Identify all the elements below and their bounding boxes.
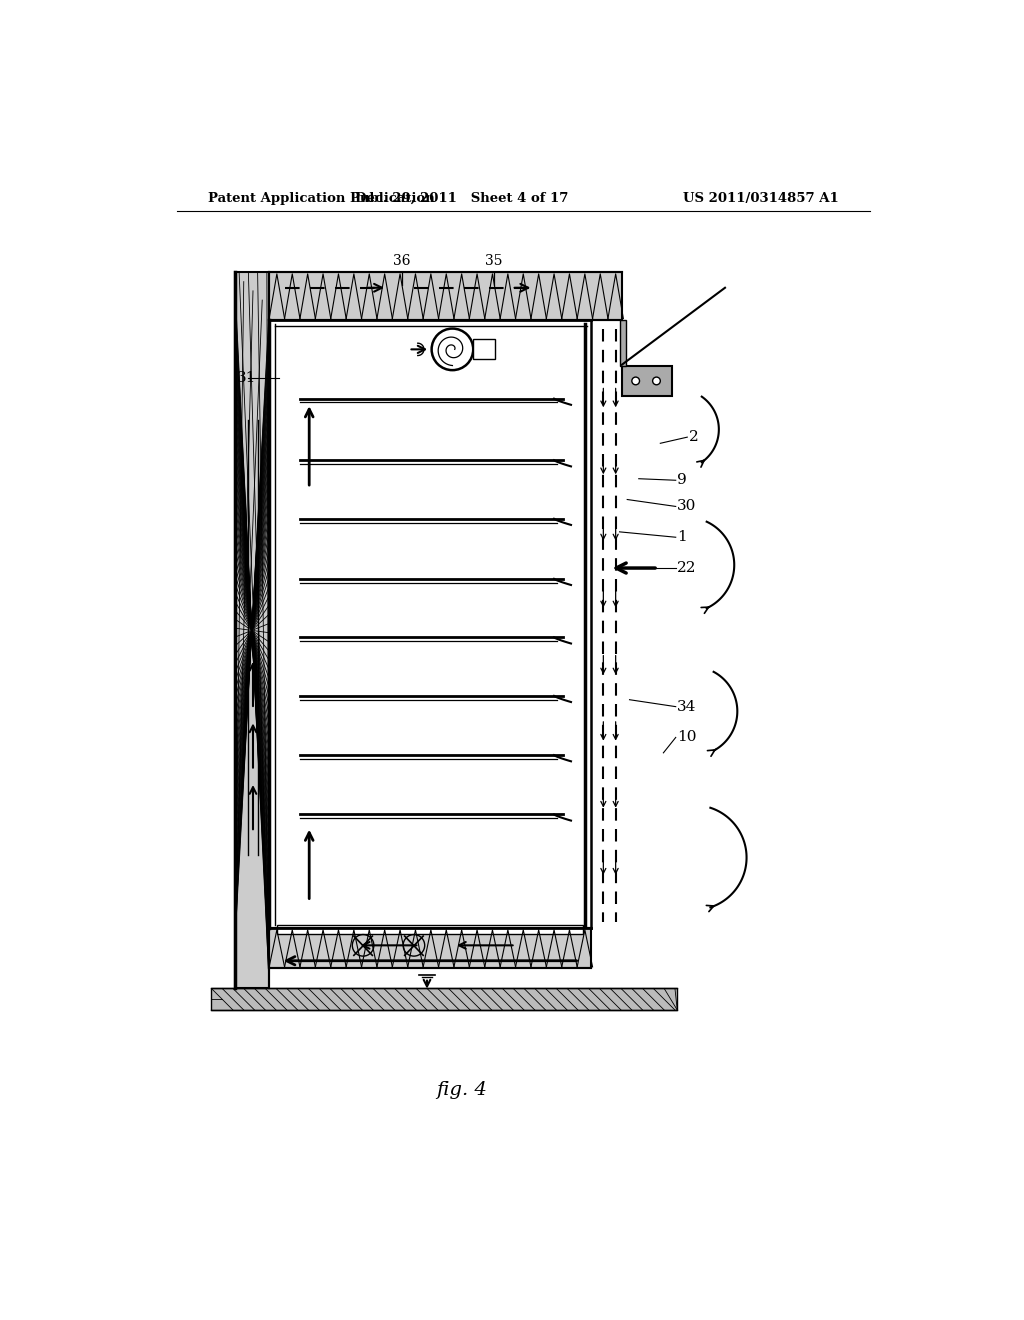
Text: 10: 10: [677, 730, 696, 744]
Bar: [473, 339, 495, 359]
Text: Dec. 29, 2011   Sheet 4 of 17: Dec. 29, 2011 Sheet 4 of 17: [355, 191, 568, 205]
Bar: [269, 928, 591, 969]
Text: 34: 34: [677, 700, 696, 714]
Text: 1: 1: [677, 531, 687, 544]
Text: fig. 4: fig. 4: [436, 1081, 487, 1100]
Bar: [276, 924, 584, 933]
Text: 31: 31: [237, 371, 256, 385]
Text: 35: 35: [485, 253, 503, 268]
Bar: [620, 321, 626, 367]
Text: 9: 9: [677, 474, 687, 487]
Text: 22: 22: [677, 561, 696, 576]
Bar: [269, 272, 622, 321]
Text: 30: 30: [677, 499, 696, 513]
Text: 36: 36: [393, 253, 411, 268]
Text: 2: 2: [689, 430, 698, 444]
Circle shape: [652, 378, 660, 385]
Circle shape: [632, 378, 640, 385]
Text: US 2011/0314857 A1: US 2011/0314857 A1: [683, 191, 839, 205]
Text: Patent Application Publication: Patent Application Publication: [208, 191, 434, 205]
Bar: [622, 367, 672, 396]
Bar: [234, 272, 269, 989]
Bar: [211, 989, 677, 1010]
